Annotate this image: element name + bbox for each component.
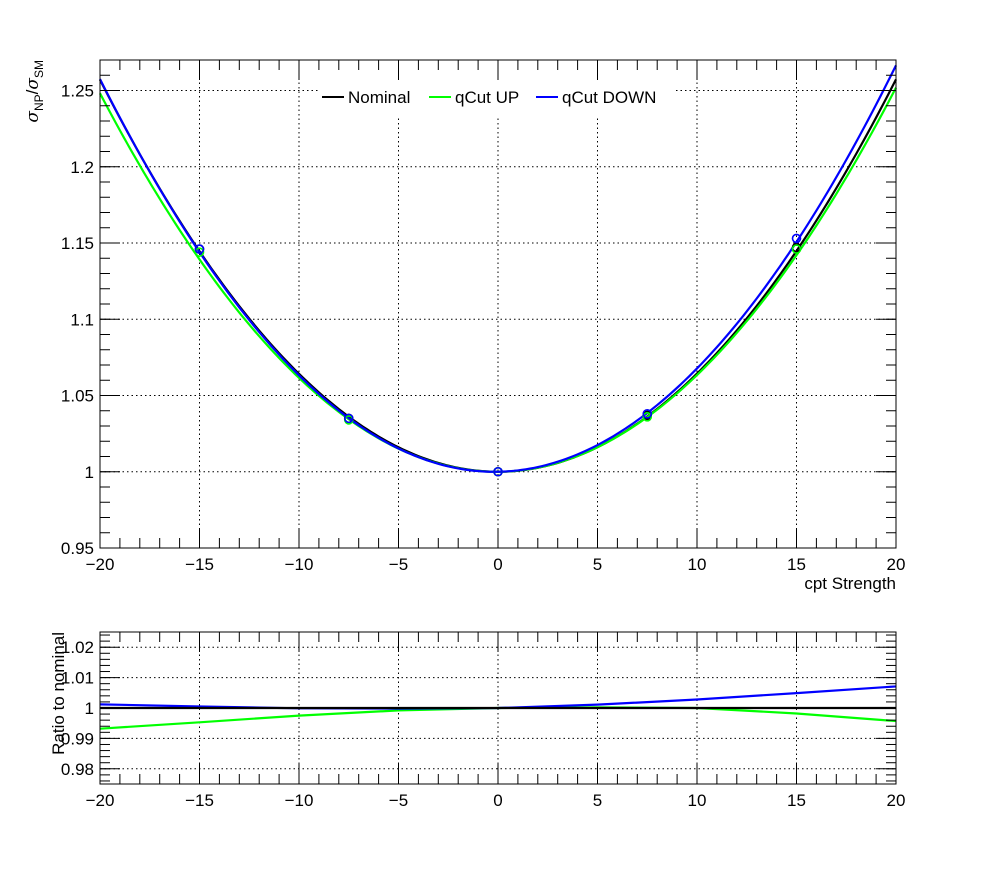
ratio-x-tick-label: 0 (493, 791, 502, 810)
marker-qcut-down (493, 466, 503, 477)
marker-qcut-up (791, 244, 802, 254)
ratio-x-tick-label: 5 (593, 791, 602, 810)
y-title-slash: / (23, 89, 42, 94)
legend-label-qcut-up: qCut UP (455, 88, 519, 107)
main-x-tick-label: −15 (185, 555, 214, 574)
main-plot-y-tick-labels: 0.95 1 1.05 1.1 1.15 1.2 1.25 (61, 82, 94, 559)
ratio-y-tick-label: 0.99 (61, 729, 94, 748)
main-y-tick-label: 1.15 (61, 234, 94, 253)
y-title-sub-sm: SM (32, 60, 46, 78)
ratio-y-tick-label: 1.01 (61, 669, 94, 688)
main-y-tick-label: 0.95 (61, 539, 94, 558)
ratio-plot-panel: −20 −15 −10 −5 0 5 10 15 20 0.98 0.99 1 1.01 1.02 Ra… (49, 631, 906, 810)
main-x-tick-label: 15 (787, 555, 806, 574)
marker-qcut-up (642, 412, 653, 422)
main-plot-grid (100, 60, 896, 548)
main-y-tick-label: 1.1 (70, 310, 94, 329)
ratio-plot-y-tick-labels: 0.98 0.99 1 1.01 1.02 (61, 638, 94, 779)
ratio-plot-grid (100, 632, 896, 784)
main-plot-curves (99, 64, 897, 473)
main-plot-y-axis-title: σNP/σSM (23, 60, 46, 123)
y-title-sigma-np: σ (23, 111, 43, 123)
marker-qcut-down (343, 413, 354, 424)
main-x-tick-label: 20 (887, 555, 906, 574)
ratio-y-tick-label: 1.02 (61, 638, 94, 657)
main-x-tick-label: 0 (493, 555, 502, 574)
marker-qcut-up (194, 247, 205, 257)
legend-label-qcut-down: qCut DOWN (562, 88, 656, 107)
main-x-tick-label: 5 (593, 555, 602, 574)
marker-qcut-down (194, 244, 205, 254)
ratio-plot-curves (99, 685, 897, 730)
main-plot-x-tick-labels: −20 −15 −10 −5 0 5 10 15 20 (86, 555, 906, 574)
main-x-tick-label: −20 (86, 555, 115, 574)
marker-qcut-down (642, 408, 653, 419)
main-x-tick-label: −5 (389, 555, 408, 574)
main-y-tick-label: 1.2 (70, 158, 94, 177)
ratio-plot-y-axis-title: Ratio to nominal (49, 632, 68, 755)
ratio-plot-x-tick-labels: −20 −15 −10 −5 0 5 10 15 20 (86, 791, 906, 810)
curve-nominal (99, 78, 897, 473)
ratio-y-tick-label: 1 (85, 699, 94, 718)
main-x-tick-label: 10 (688, 555, 707, 574)
legend: Nominal qCut UP qCut DOWN (318, 82, 674, 118)
main-plot-x-axis-title: cpt Strength (804, 574, 896, 593)
ratio-plot-ticks (99, 632, 897, 784)
ratio-x-tick-label: −10 (285, 791, 314, 810)
main-plot-markers (194, 233, 802, 477)
ratio-x-tick-label: 15 (787, 791, 806, 810)
y-title-sub-np: NP (32, 94, 46, 111)
ratio-x-tick-label: 20 (887, 791, 906, 810)
ratio-y-tick-label: 0.98 (61, 760, 94, 779)
ratio-x-tick-label: −15 (185, 791, 214, 810)
main-plot-ticks (99, 59, 897, 549)
main-y-tick-label: 1.25 (61, 82, 94, 101)
main-x-tick-label: −10 (285, 555, 314, 574)
ratio-x-tick-label: −20 (86, 791, 115, 810)
y-title-sigma-sm: σ (23, 78, 43, 90)
main-y-tick-label: 1 (85, 463, 94, 482)
ratio-x-tick-label: 10 (688, 791, 707, 810)
main-plot-panel: −20 −15 −10 −5 0 5 10 15 20 0.95 1 1.05 1.1 1.15 1.2 1… (23, 59, 906, 593)
curve-qcut-down (99, 64, 897, 473)
main-y-tick-label: 1.05 (61, 387, 94, 406)
marker-qcut-down (791, 233, 802, 244)
ratio-x-tick-label: −5 (389, 791, 408, 810)
legend-background (318, 82, 674, 118)
legend-label-nominal: Nominal (348, 88, 410, 107)
